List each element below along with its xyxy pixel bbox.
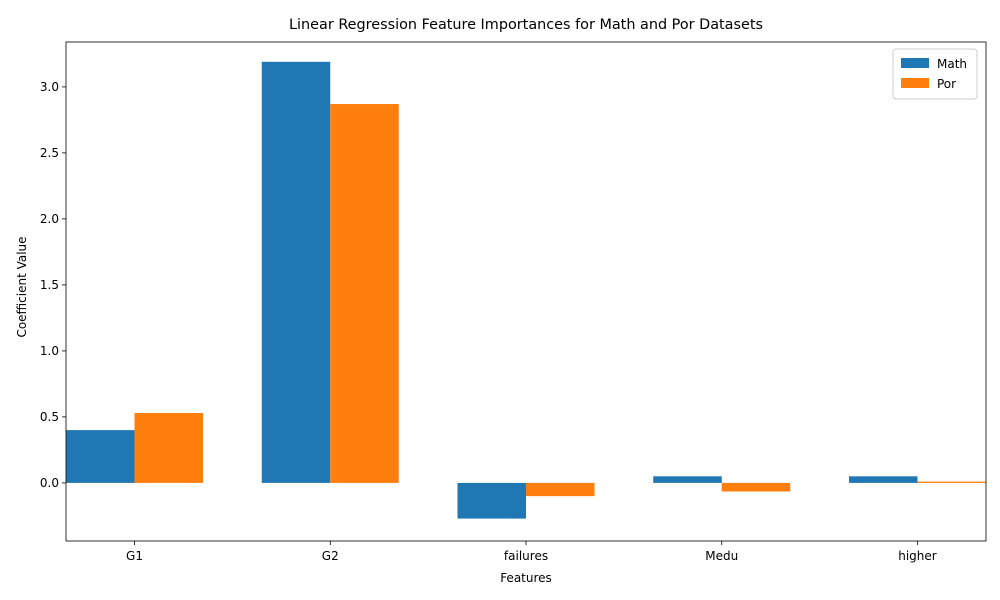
x-tick-label: G1 bbox=[126, 549, 143, 563]
axes-frame bbox=[65, 41, 987, 542]
bar-por-higher bbox=[917, 481, 986, 483]
legend-label-por: Por bbox=[937, 77, 956, 91]
y-tick-label: 0.5 bbox=[40, 410, 59, 424]
bar-por-g2 bbox=[330, 104, 399, 483]
y-tick-label: 3.0 bbox=[40, 80, 59, 94]
y-tick-label: 0.0 bbox=[40, 476, 59, 490]
x-tick-label: failures bbox=[504, 549, 548, 563]
chart-title: Linear Regression Feature Importances fo… bbox=[289, 17, 763, 33]
x-tick-label: higher bbox=[898, 549, 937, 563]
bar-math-higher bbox=[848, 476, 918, 483]
bar-por-medu bbox=[721, 482, 791, 492]
bar-math-g2 bbox=[261, 61, 331, 483]
bar-math-g1 bbox=[66, 430, 135, 483]
legend-swatch-math bbox=[901, 58, 929, 68]
bar-math-medu bbox=[653, 476, 722, 483]
x-tick-label: Medu bbox=[705, 549, 738, 563]
y-tick-label: 1.0 bbox=[40, 344, 59, 358]
bar-por-g1 bbox=[134, 412, 204, 483]
y-axis-label: Coefficient Value bbox=[15, 236, 29, 337]
y-tick-label: 2.0 bbox=[40, 212, 59, 226]
bar-math-failures bbox=[457, 482, 526, 519]
y-tick-label: 1.5 bbox=[40, 278, 59, 292]
x-tick-label: G2 bbox=[322, 549, 339, 563]
bar-por-failures bbox=[526, 482, 595, 497]
x-axis-label: Features bbox=[500, 571, 552, 585]
legend-swatch-por bbox=[901, 78, 929, 88]
y-tick-label: 2.5 bbox=[40, 146, 59, 160]
legend: Math Por bbox=[892, 48, 978, 100]
plot-area: 0.0 0.5 1.0 1.5 2.0 2.5 3.0 G1 G2 failures Medu hig… bbox=[40, 41, 987, 563]
legend-label-math: Math bbox=[937, 57, 967, 71]
